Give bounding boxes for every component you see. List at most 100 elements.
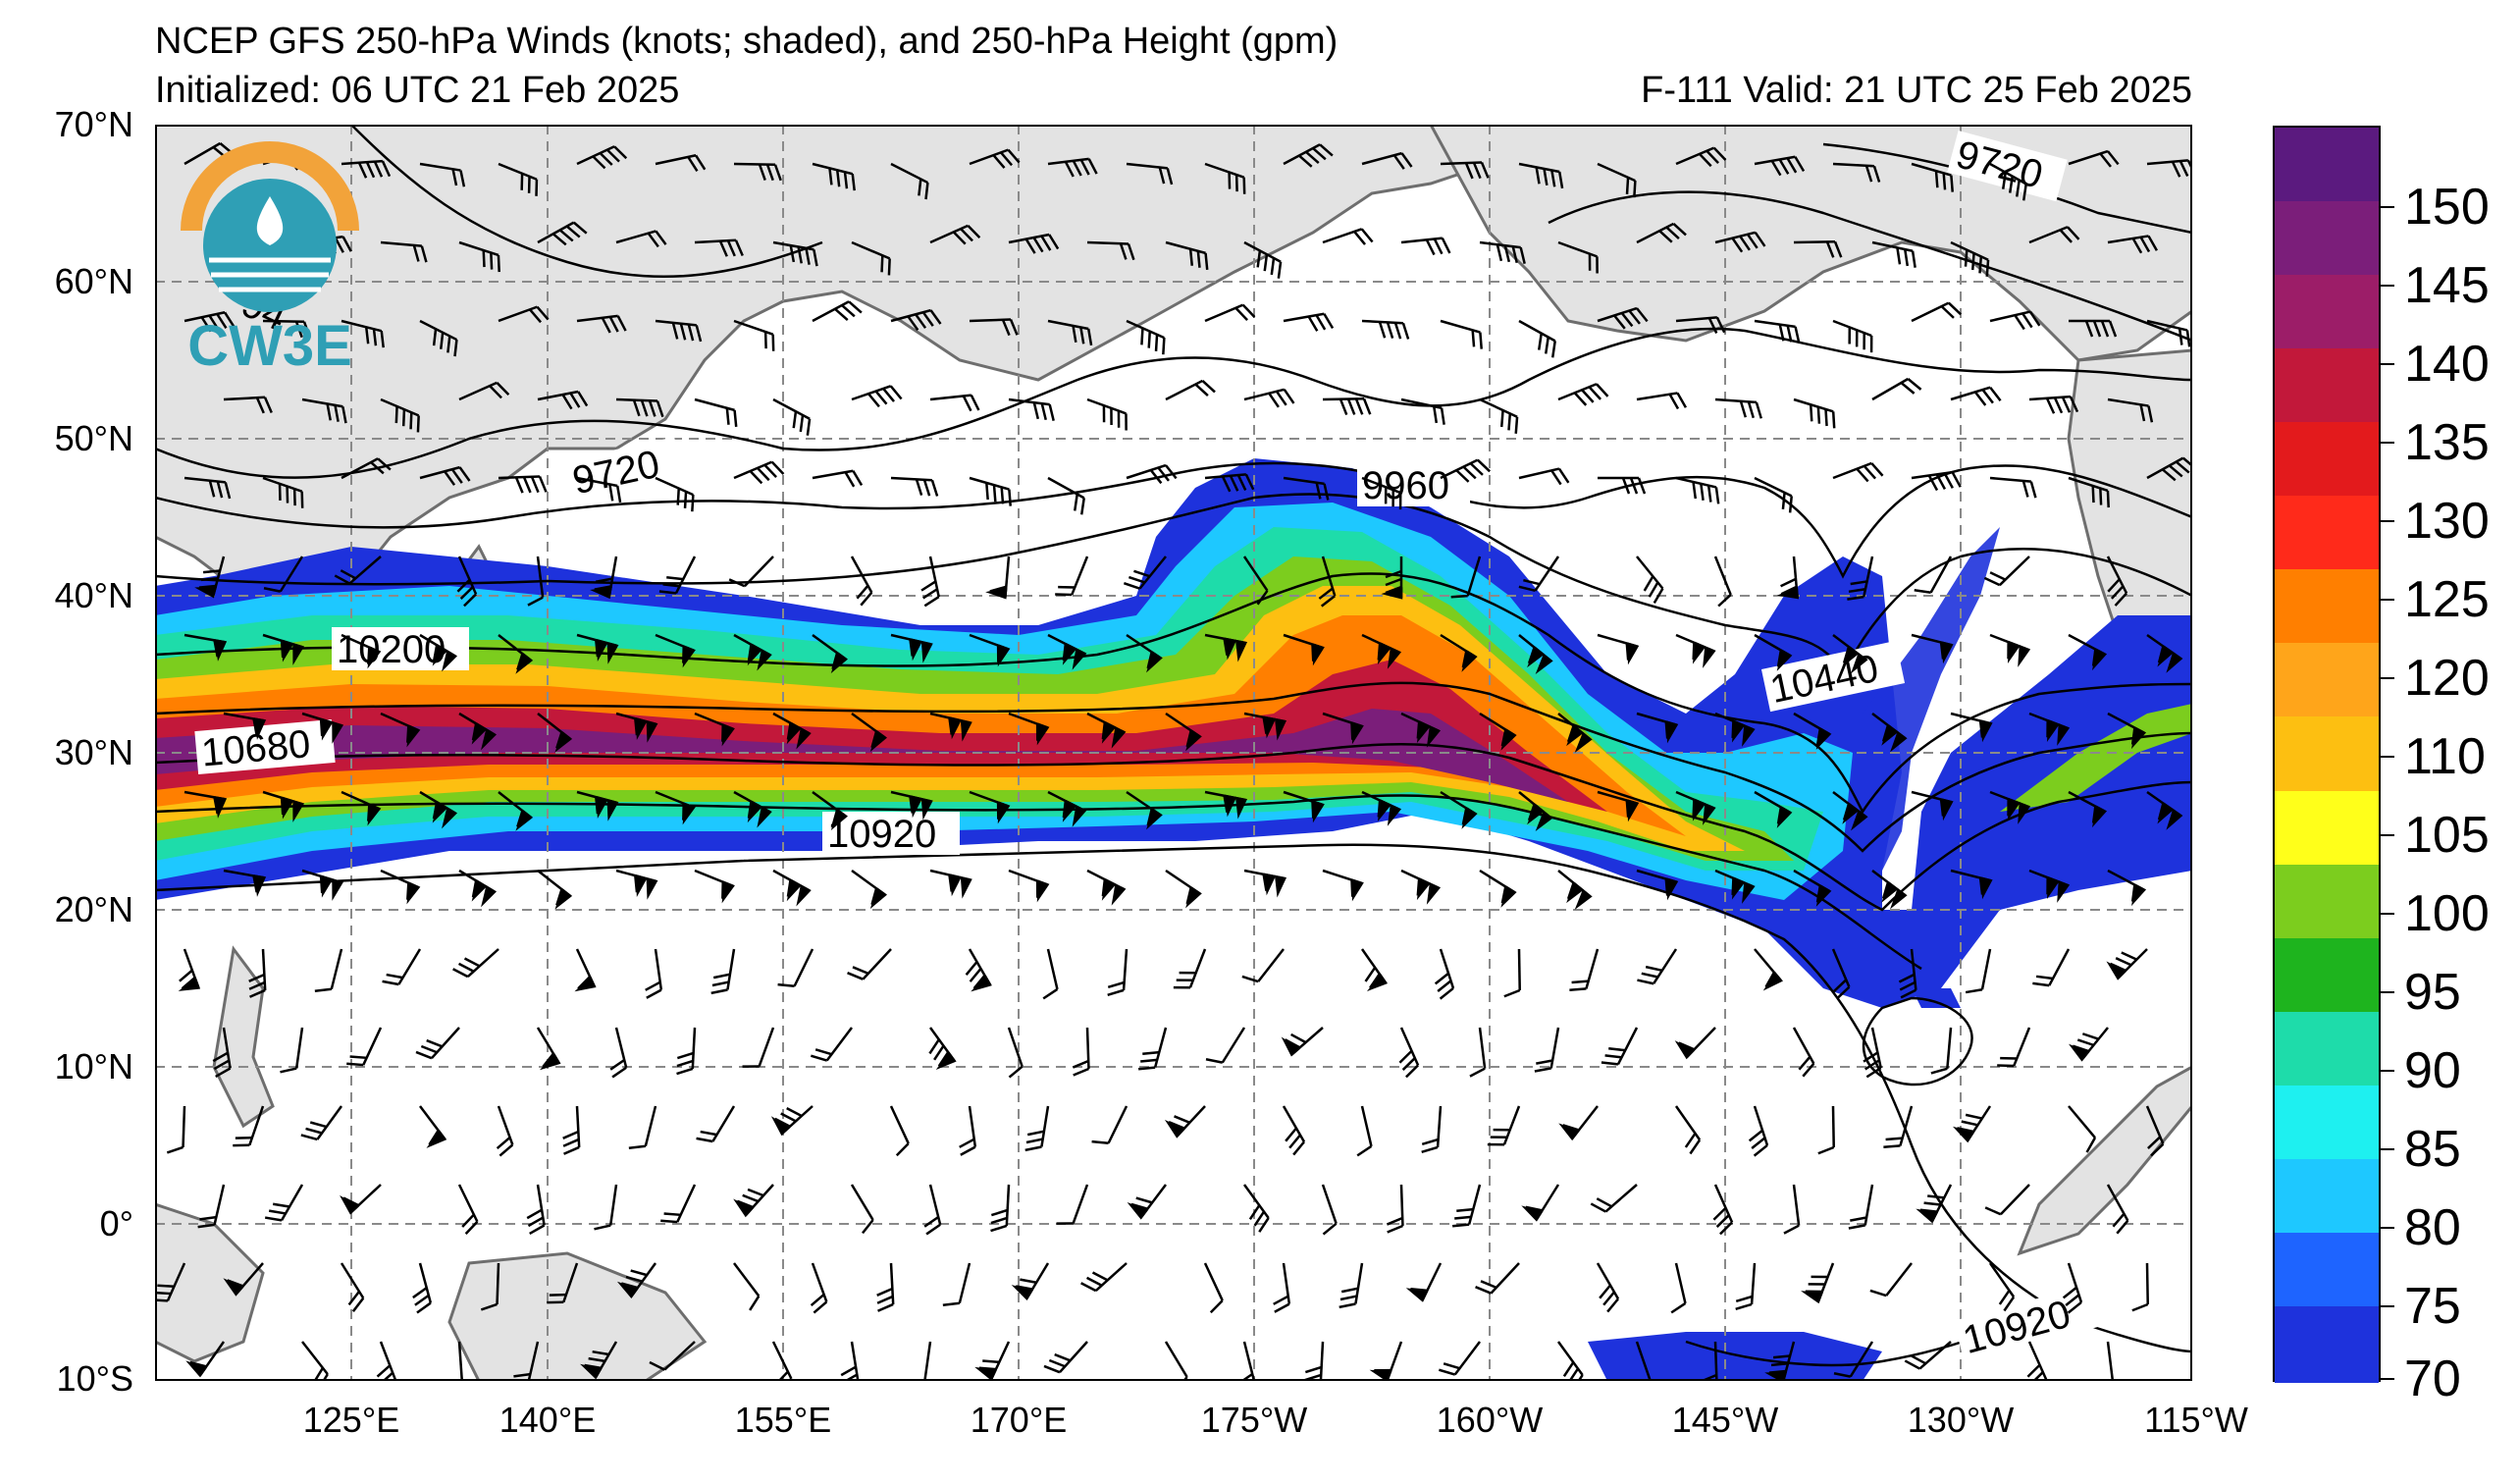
colorbar-tick: [2381, 1070, 2394, 1072]
wind-barb: [2146, 319, 2191, 347]
wind-barb: [655, 319, 703, 343]
wind-barb: [341, 790, 382, 826]
wind-barb: [419, 1105, 447, 1148]
wind-barb: [458, 712, 498, 751]
wind-barb: [498, 162, 539, 196]
wind-barb: [562, 1105, 581, 1155]
wind-barb: [184, 476, 232, 500]
wind-barb: [2131, 1262, 2149, 1312]
wind-barb: [1126, 162, 1174, 185]
wind-barb: [1714, 712, 1756, 747]
wind-barb: [1438, 1341, 1481, 1376]
colorbar-label-95: 95: [2404, 964, 2461, 1021]
wind-barb: [1754, 319, 1801, 344]
wind-barb: [419, 319, 458, 357]
wind-barb: [233, 1105, 265, 1147]
wind-barb: [194, 556, 226, 599]
wind-barbs: [155, 141, 2192, 1381]
wind-barb: [1801, 1262, 1835, 1304]
wind-barb: [2107, 235, 2158, 254]
wind-barb: [1557, 240, 1599, 274]
wind-barb: [1636, 392, 1687, 410]
wind-barb: [1056, 1184, 1089, 1225]
wind-barb: [1832, 461, 1884, 483]
wind-barb: [2068, 790, 2108, 828]
lon-label-130w: 130°W: [1907, 1400, 2015, 1440]
wind-barb: [694, 238, 744, 257]
wind-barb: [1165, 869, 1202, 909]
contour-label-10920-east: 10920: [1959, 1293, 2075, 1362]
wind-barb: [1848, 1184, 1874, 1230]
wind-barb: [1321, 1184, 1338, 1236]
wind-barb: [1557, 383, 1609, 406]
wind-barb: [710, 948, 736, 995]
wind-barb: [1360, 948, 1389, 992]
wind-barb: [1042, 948, 1059, 1000]
wind-barb: [1356, 1105, 1373, 1157]
wind-barb: [1440, 161, 1490, 180]
wind-barb: [985, 556, 1011, 600]
wind-barb: [1518, 634, 1553, 675]
colorbar-tick: [2381, 1227, 2394, 1229]
wind-barb: [1400, 712, 1442, 748]
lat-label-50n: 50°N: [54, 418, 133, 458]
wind-barb: [340, 1262, 365, 1312]
wind-barb: [1204, 633, 1248, 662]
wind-barb: [382, 948, 422, 986]
colorbar-tick: [2381, 913, 2394, 915]
wind-barb: [847, 948, 892, 980]
wind-barb: [1911, 790, 1954, 821]
wind-barb: [876, 1262, 895, 1312]
wind-barb: [1237, 1341, 1256, 1381]
wind-barb: [1283, 476, 1330, 501]
wind-barb: [580, 1341, 618, 1380]
wind-barb: [1950, 869, 1993, 900]
wind-barb: [1670, 1262, 1687, 1314]
wind-barb: [264, 1184, 304, 1222]
wind-barb: [419, 465, 471, 486]
wind-barb: [1283, 790, 1325, 823]
wind-barb: [1871, 870, 1908, 910]
wind-barb: [1398, 1027, 1420, 1079]
wind-barb: [615, 397, 664, 418]
wind-barb: [1714, 231, 1766, 253]
wind-barb: [223, 396, 273, 414]
wind-barb: [1997, 1027, 2031, 1068]
wind-barb: [1400, 397, 1445, 425]
colorbar-label-120: 120: [2404, 650, 2490, 707]
wind-barb: [1086, 869, 1127, 906]
wind-barb: [574, 948, 597, 992]
wind-barb: [1675, 633, 1716, 668]
wind-barb: [1008, 712, 1050, 746]
wind-barb: [1405, 1262, 1443, 1302]
wind-barb: [890, 308, 942, 331]
wind-barb: [969, 633, 1011, 667]
wind-barb: [1322, 397, 1372, 416]
wind-barb: [1283, 312, 1335, 332]
wind-barb: [1047, 157, 1098, 178]
wind-barb: [419, 162, 466, 187]
wind-barb: [1452, 1184, 1482, 1228]
wind-barb: [1055, 556, 1089, 597]
colorbar-segment: [2275, 422, 2379, 499]
valid-time: F-111 Valid: 21 UTC 25 Feb 2025: [1641, 70, 2192, 111]
wind-barb: [576, 314, 627, 334]
wind-barb: [1273, 1262, 1291, 1313]
wind-barb: [628, 1105, 657, 1149]
wind-barb: [341, 319, 385, 348]
wind-barb: [480, 1262, 500, 1311]
wind-barb: [341, 457, 392, 480]
wind-barb: [1911, 301, 1963, 323]
wind-barb: [1243, 869, 1287, 898]
wind-barb: [890, 633, 933, 663]
wind-barb: [498, 305, 550, 324]
wind-barb: [1475, 1262, 1520, 1295]
wind-barb: [1047, 476, 1085, 515]
lon-label-125e: 125°E: [302, 1400, 400, 1440]
colorbar-segment: [2275, 496, 2379, 572]
wind-barb: [262, 633, 305, 665]
wind-barb: [1597, 306, 1649, 330]
wind-barb: [655, 154, 707, 173]
wind-barb: [1126, 319, 1166, 355]
wind-barb: [537, 713, 573, 753]
